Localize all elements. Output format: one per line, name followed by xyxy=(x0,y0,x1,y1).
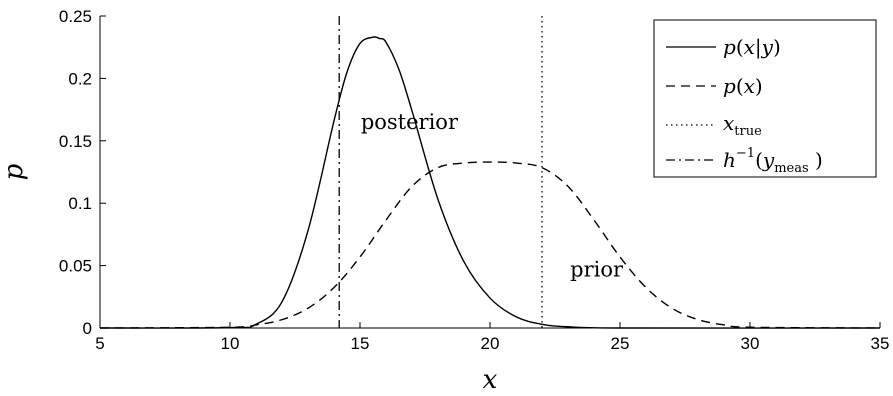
x-tick-label: 25 xyxy=(611,334,630,353)
y-tick-label: 0.25 xyxy=(59,7,92,26)
vertical-lines xyxy=(338,16,543,328)
prior-curve xyxy=(99,161,881,329)
x-tick-label: 35 xyxy=(871,334,890,353)
ticks: 5 10 15 20 25 30 35 0 0.05 0.1 0.15 0.2 0.25 xyxy=(59,7,890,353)
curves xyxy=(99,36,881,329)
legend-label-x-true: xtrue xyxy=(723,111,762,139)
y-axis-title: p xyxy=(0,163,29,180)
x-tick-label: 30 xyxy=(741,334,760,353)
legend-label-h-inverse: h−1(ymeas ) xyxy=(723,146,823,176)
legend-label-prior: p(x) xyxy=(723,74,763,98)
y-tick-label: 0.05 xyxy=(59,257,92,276)
plot-area: 5 10 15 20 25 30 35 0 0.05 0.1 0.15 0.2 0.25 xyxy=(59,7,890,353)
annotation-posterior: posterior xyxy=(361,110,459,134)
y-tick-label: 0 xyxy=(83,319,92,338)
y-tick-label: 0.1 xyxy=(68,194,92,213)
legend-label-posterior: p(x|y) xyxy=(723,35,781,60)
x-tick-label: 20 xyxy=(481,334,500,353)
y-tick-label: 0.15 xyxy=(59,132,92,151)
x-tick-label: 10 xyxy=(221,334,240,353)
y-tick-label: 0.2 xyxy=(68,69,92,88)
x-axis-title: x xyxy=(483,365,498,395)
legend-box xyxy=(653,19,877,178)
x-tick-label: 5 xyxy=(95,334,104,353)
x-tick-label: 15 xyxy=(351,334,370,353)
posterior-curve xyxy=(99,36,881,329)
legend: p(x|y) p(x) xtrue h−1(ymeas ) xyxy=(653,19,877,178)
annotation-prior: prior xyxy=(570,257,624,281)
